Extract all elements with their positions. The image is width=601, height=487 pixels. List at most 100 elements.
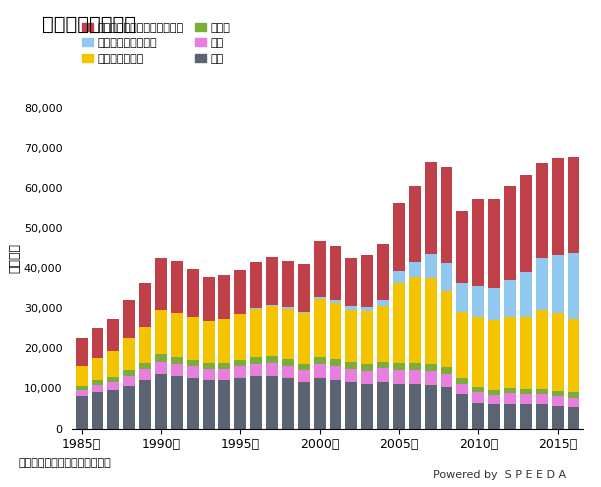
Bar [472,286,484,317]
Bar [361,384,373,429]
Bar [298,371,310,382]
Bar [219,318,230,363]
Bar [535,311,548,389]
Bar [567,407,579,429]
Bar [425,278,436,364]
Bar [535,394,548,404]
Bar [187,366,199,378]
Bar [329,366,341,380]
Bar [91,380,103,385]
Bar [298,314,310,364]
Bar [567,319,579,393]
Bar [456,378,468,384]
Bar [203,380,215,429]
Bar [409,363,421,370]
Bar [377,306,389,361]
Bar [552,158,564,255]
Bar [346,258,357,306]
Bar [234,314,246,360]
Bar [76,391,88,396]
Bar [234,378,246,429]
Bar [504,389,516,393]
Bar [504,404,516,429]
Bar [123,371,135,376]
Bar [393,271,405,282]
Bar [123,300,135,338]
Bar [108,318,120,351]
Bar [155,361,167,375]
Bar [425,254,436,278]
Bar [314,357,326,364]
Bar [298,312,310,314]
Bar [377,368,389,382]
Bar [108,377,120,382]
Bar [552,406,564,429]
Bar [552,391,564,396]
Bar [567,253,579,319]
Bar [520,394,532,404]
Bar [329,380,341,429]
Bar [535,404,548,429]
Bar [171,261,183,313]
Bar [123,387,135,429]
Bar [441,387,453,429]
Bar [282,307,294,309]
Bar [298,364,310,371]
Bar [393,370,405,384]
Bar [91,385,103,393]
Bar [377,244,389,300]
Bar [187,378,199,429]
Bar [314,300,326,357]
Bar [139,327,151,363]
Bar [171,364,183,376]
Bar [377,382,389,429]
Bar [139,282,151,327]
Bar [234,270,246,314]
Bar [441,291,453,367]
Bar [219,275,230,318]
Bar [535,163,548,258]
Bar [314,297,326,300]
Bar [441,367,453,374]
Bar [282,309,294,359]
Bar [425,385,436,429]
Bar [409,384,421,429]
Bar [488,390,500,395]
Bar [171,357,183,364]
Bar [329,300,341,303]
Bar [329,359,341,366]
Bar [520,317,532,389]
Bar [552,313,564,391]
Bar [488,405,500,429]
Bar [472,199,484,286]
Bar [250,364,262,376]
Bar [139,363,151,369]
Bar [139,380,151,429]
Bar [282,366,294,378]
Bar [456,211,468,283]
Bar [361,312,373,364]
Legend: プロモーションメディア広告, インターネット広告, テレビメディア, ラジオ, 雑誌, 新聞: プロモーションメディア広告, インターネット広告, テレビメディア, ラジオ, … [78,18,235,68]
Bar [409,370,421,384]
Bar [108,391,120,429]
Bar [234,366,246,378]
Bar [234,360,246,366]
Bar [409,262,421,277]
Bar [155,355,167,361]
Bar [361,364,373,371]
Bar [567,398,579,407]
Bar [425,162,436,254]
Bar [346,369,357,382]
Bar [346,306,357,310]
Bar [472,392,484,403]
Bar [361,307,373,312]
Bar [219,363,230,369]
Bar [520,404,532,429]
Bar [91,358,103,380]
Bar [472,403,484,429]
Bar [552,396,564,406]
Bar [266,306,278,356]
Bar [203,320,215,363]
Bar [504,393,516,404]
Bar [139,369,151,380]
